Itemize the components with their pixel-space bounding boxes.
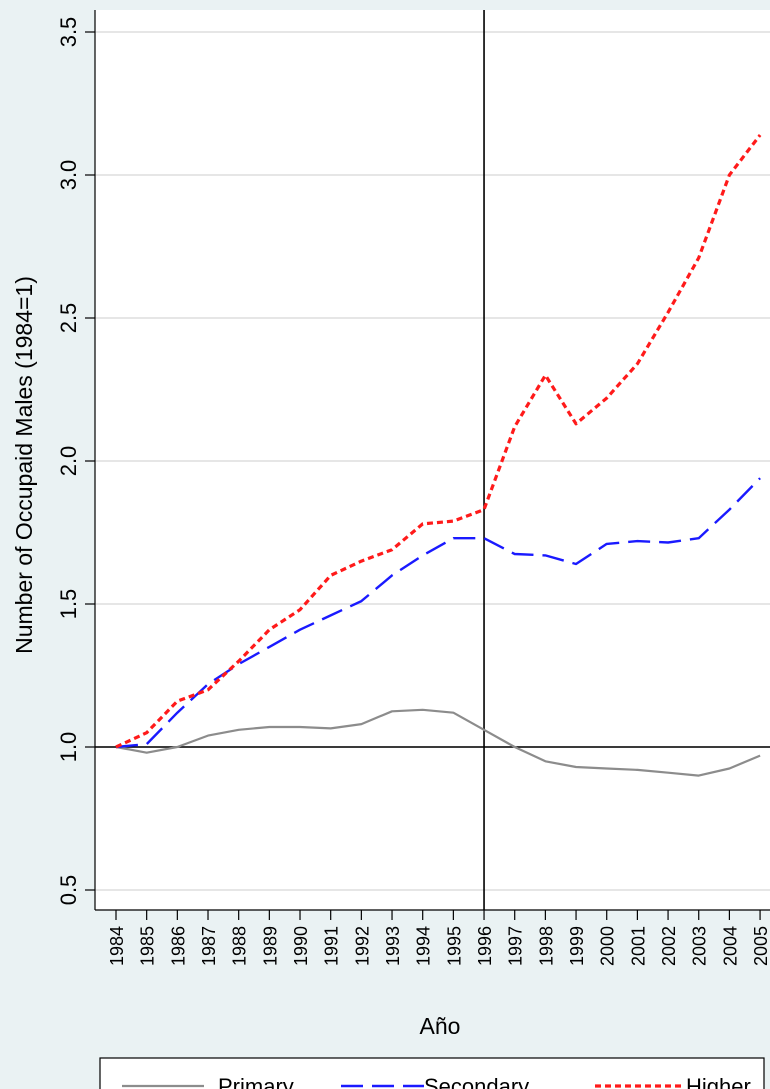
x-axis: 1984 1985 1986 1987 1988 1989 1990 1991 1992 1993… [95,909,770,966]
legend-label-higher: Higher [686,1074,751,1089]
y-axis: 0.5 1.0 1.5 2.0 2.5 3.0 3.5 [56,10,96,910]
series-line-higher [115,134,762,749]
x-tick-label: 1985 [138,926,158,966]
x-tick-label: 1996 [475,926,495,966]
series-line-primary [115,708,761,777]
x-tick-label: 2002 [659,926,679,966]
x-tick-label: 1991 [322,926,342,966]
x-tick-label: 1984 [107,926,127,966]
legend-label-secondary: Secondary [424,1074,529,1089]
y-tick-label: 1.5 [56,589,81,620]
x-tick-label: 2000 [598,926,618,966]
x-tick-label: 1997 [506,926,526,966]
x-tick-label: 1989 [260,926,280,966]
x-tick-label: 1992 [352,926,372,966]
x-tick-label: 1993 [383,926,403,966]
x-tick-label: 2003 [690,926,710,966]
x-tick-label: 1990 [291,926,311,966]
x-tick-label: 1999 [567,926,587,966]
x-tick-label: 1987 [199,926,219,966]
x-tick-label: 2001 [628,926,648,966]
legend: Primary Secondary Higher [99,1057,765,1089]
x-tick-label: 2005 [751,926,770,966]
x-tick-label: 1994 [414,926,434,966]
x-axis-label: Año [420,1013,461,1039]
y-axis-label: Number of Occupaid Males (1984=1) [11,276,37,654]
reference-lines [95,10,770,910]
x-tick-label: 2004 [720,926,740,966]
x-tick-label: 1995 [444,926,464,966]
y-tick-label: 1.0 [56,732,81,763]
y-tick-label: 2.0 [56,446,81,477]
x-tick-label: 1998 [536,926,556,966]
x-tick-label: 1988 [230,926,250,966]
y-tick-label: 0.5 [56,875,81,906]
y-tick-label: 2.5 [56,303,81,334]
x-tick-label: 1986 [168,926,188,966]
y-tick-label: 3.0 [56,160,81,191]
series-lines [115,134,762,777]
legend-box [99,1057,765,1089]
legend-label-primary: Primary [218,1074,294,1089]
y-tick-label: 3.5 [56,17,81,48]
